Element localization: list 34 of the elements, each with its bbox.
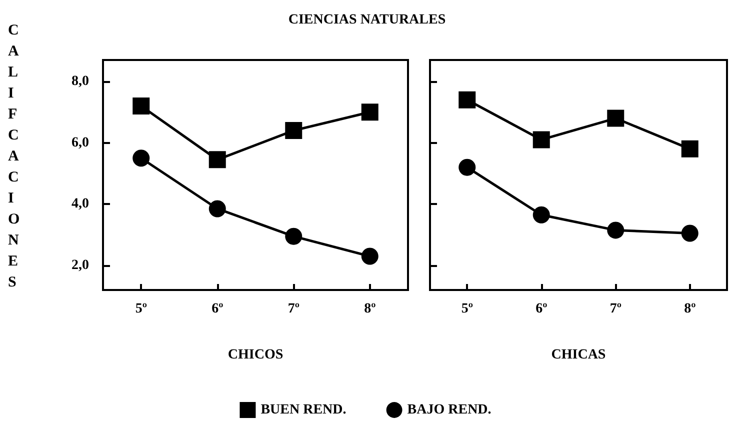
point bbox=[285, 228, 302, 245]
x-tick-label: 7º bbox=[610, 302, 622, 316]
point bbox=[132, 150, 150, 167]
point bbox=[607, 110, 624, 127]
x-tick-label: 6º bbox=[212, 302, 224, 316]
x-tick-label: 5º bbox=[135, 302, 148, 316]
x-tick-label: 8º bbox=[684, 302, 696, 316]
point bbox=[361, 104, 378, 121]
point bbox=[208, 151, 226, 168]
point bbox=[458, 91, 476, 108]
x-axis-title: CHICAS bbox=[551, 348, 606, 362]
x-tick-label: 8º bbox=[364, 302, 376, 316]
legend-label: BUEN REND. bbox=[260, 402, 346, 418]
point bbox=[458, 158, 476, 176]
point bbox=[681, 224, 698, 242]
y-tick-label: 6,0 bbox=[72, 135, 89, 150]
x-tick-label: 6º bbox=[536, 302, 548, 316]
point bbox=[607, 222, 624, 239]
point bbox=[208, 200, 226, 218]
point bbox=[132, 98, 150, 114]
x-tick-label: 5º bbox=[461, 302, 474, 316]
legend-label: BAJO REND. bbox=[407, 402, 492, 418]
point bbox=[361, 248, 378, 265]
x-tick-label: 7º bbox=[288, 302, 300, 316]
y-tick-label: 8,0 bbox=[72, 74, 89, 89]
y-tick-label: 2,0 bbox=[72, 258, 89, 273]
x-axis-title: CHICOS bbox=[228, 348, 284, 362]
y-tick-label: 4,0 bbox=[72, 196, 89, 212]
point bbox=[285, 122, 302, 140]
point bbox=[532, 131, 550, 148]
chart-title: CIENCIAS NATURALES bbox=[288, 12, 446, 28]
text: CALIFCACIONES bbox=[8, 22, 20, 290]
point bbox=[532, 206, 550, 224]
point bbox=[681, 140, 698, 158]
